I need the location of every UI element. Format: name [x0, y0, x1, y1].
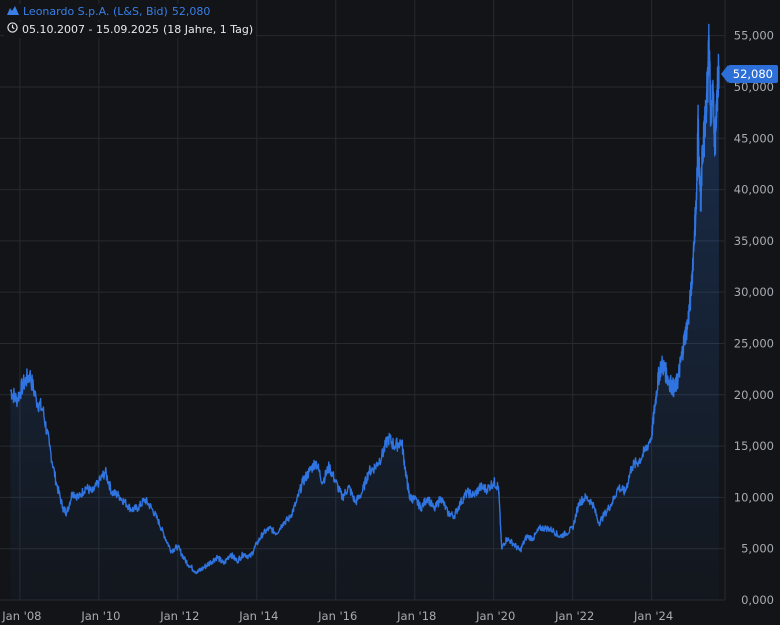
- y-tick-label: 5,000: [741, 542, 774, 556]
- y-tick-label: 30,000: [734, 285, 774, 299]
- x-tick-label: Jan '12: [159, 609, 199, 623]
- y-tick-label: 20,000: [734, 388, 774, 402]
- y-tick-label: 15,000: [734, 439, 774, 453]
- y-tick-label: 50,000: [734, 80, 774, 94]
- y-tick-label: 40,000: [734, 183, 774, 197]
- y-tick-label: 25,000: [734, 336, 774, 350]
- x-axis: Jan '08 Jan '10 Jan '12 Jan '14 Jan '16 Jan '…: [1, 609, 673, 623]
- y-tick-label: 45,000: [734, 131, 774, 145]
- x-tick-label: Jan '10: [80, 609, 120, 623]
- last-price-tag: 52,080: [720, 65, 778, 83]
- chart-legend: Leonardo S.p.A. (L&S, Bid) 52,080 05.10.…: [4, 4, 257, 38]
- legend-range-row: 05.10.2007 - 15.09.2025 (18 Jahre, 1 Tag…: [4, 22, 257, 38]
- mountain-chart-icon: [7, 4, 19, 20]
- y-tick-label: 55,000: [734, 29, 774, 43]
- x-tick-label: Jan '24: [633, 609, 673, 623]
- y-axis: 0,000 5,000 10,000 15,000 20,000 25,000 30,000…: [734, 29, 774, 607]
- price-line: [9, 23, 720, 575]
- x-tick-label: Jan '20: [475, 609, 515, 623]
- x-tick-label: Jan '18: [396, 609, 436, 623]
- range-duration: (18 Jahre, 1 Tag): [162, 23, 254, 36]
- y-tick-label: 10,000: [734, 490, 774, 504]
- x-tick-label: Jan '16: [317, 609, 357, 623]
- date-range: 05.10.2007 - 15.09.2025: [22, 23, 159, 36]
- price-area: [10, 24, 719, 600]
- instrument-name: Leonardo S.p.A. (L&S, Bid): [23, 5, 168, 18]
- clock-icon: [7, 22, 18, 38]
- legend-instrument-row[interactable]: Leonardo S.p.A. (L&S, Bid) 52,080: [4, 4, 214, 20]
- x-tick-label: Jan '14: [238, 609, 278, 623]
- y-tick-label: 0,000: [741, 593, 774, 607]
- legend-last-value: 52,080: [171, 5, 211, 18]
- x-tick-label: Jan '22: [554, 609, 594, 623]
- y-tick-label: 35,000: [734, 234, 774, 248]
- x-tick-label: Jan '08: [1, 609, 41, 623]
